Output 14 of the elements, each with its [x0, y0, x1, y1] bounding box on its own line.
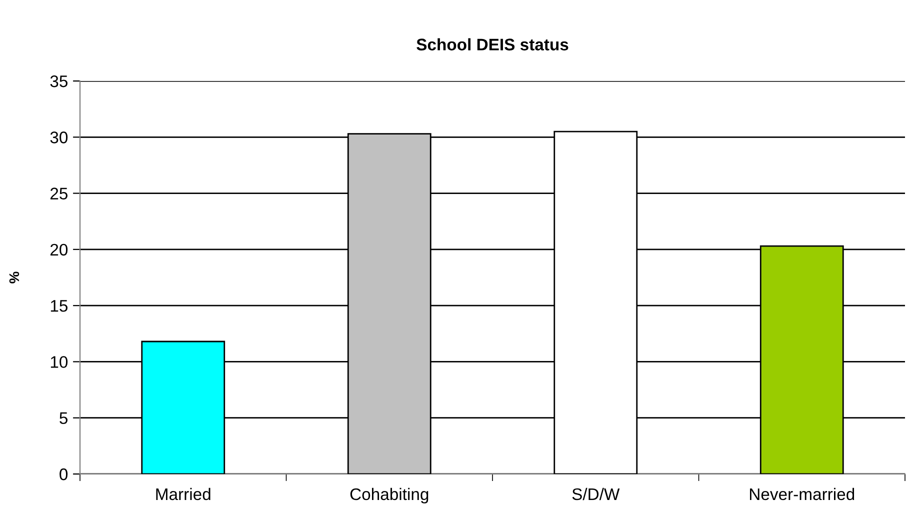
y-tick-label: 10 — [50, 356, 68, 368]
y-tick-label: 5 — [60, 412, 68, 424]
chart-title: School DEIS status — [416, 38, 568, 50]
y-tick-label: 35 — [50, 75, 68, 88]
y-tick-label: 15 — [50, 300, 68, 312]
y-tick-label: 0 — [60, 468, 68, 480]
x-tick-label: S/D/W — [572, 488, 620, 500]
x-tick-label: Married — [156, 488, 210, 500]
y-tick-label: 20 — [50, 244, 68, 256]
y-axis-title: % — [9, 272, 20, 284]
x-tick-label: Cohabiting — [350, 488, 428, 504]
y-tick-label: 30 — [50, 132, 68, 144]
x-tick-label: Never-married — [750, 488, 854, 500]
y-tick-label: 25 — [50, 188, 68, 200]
